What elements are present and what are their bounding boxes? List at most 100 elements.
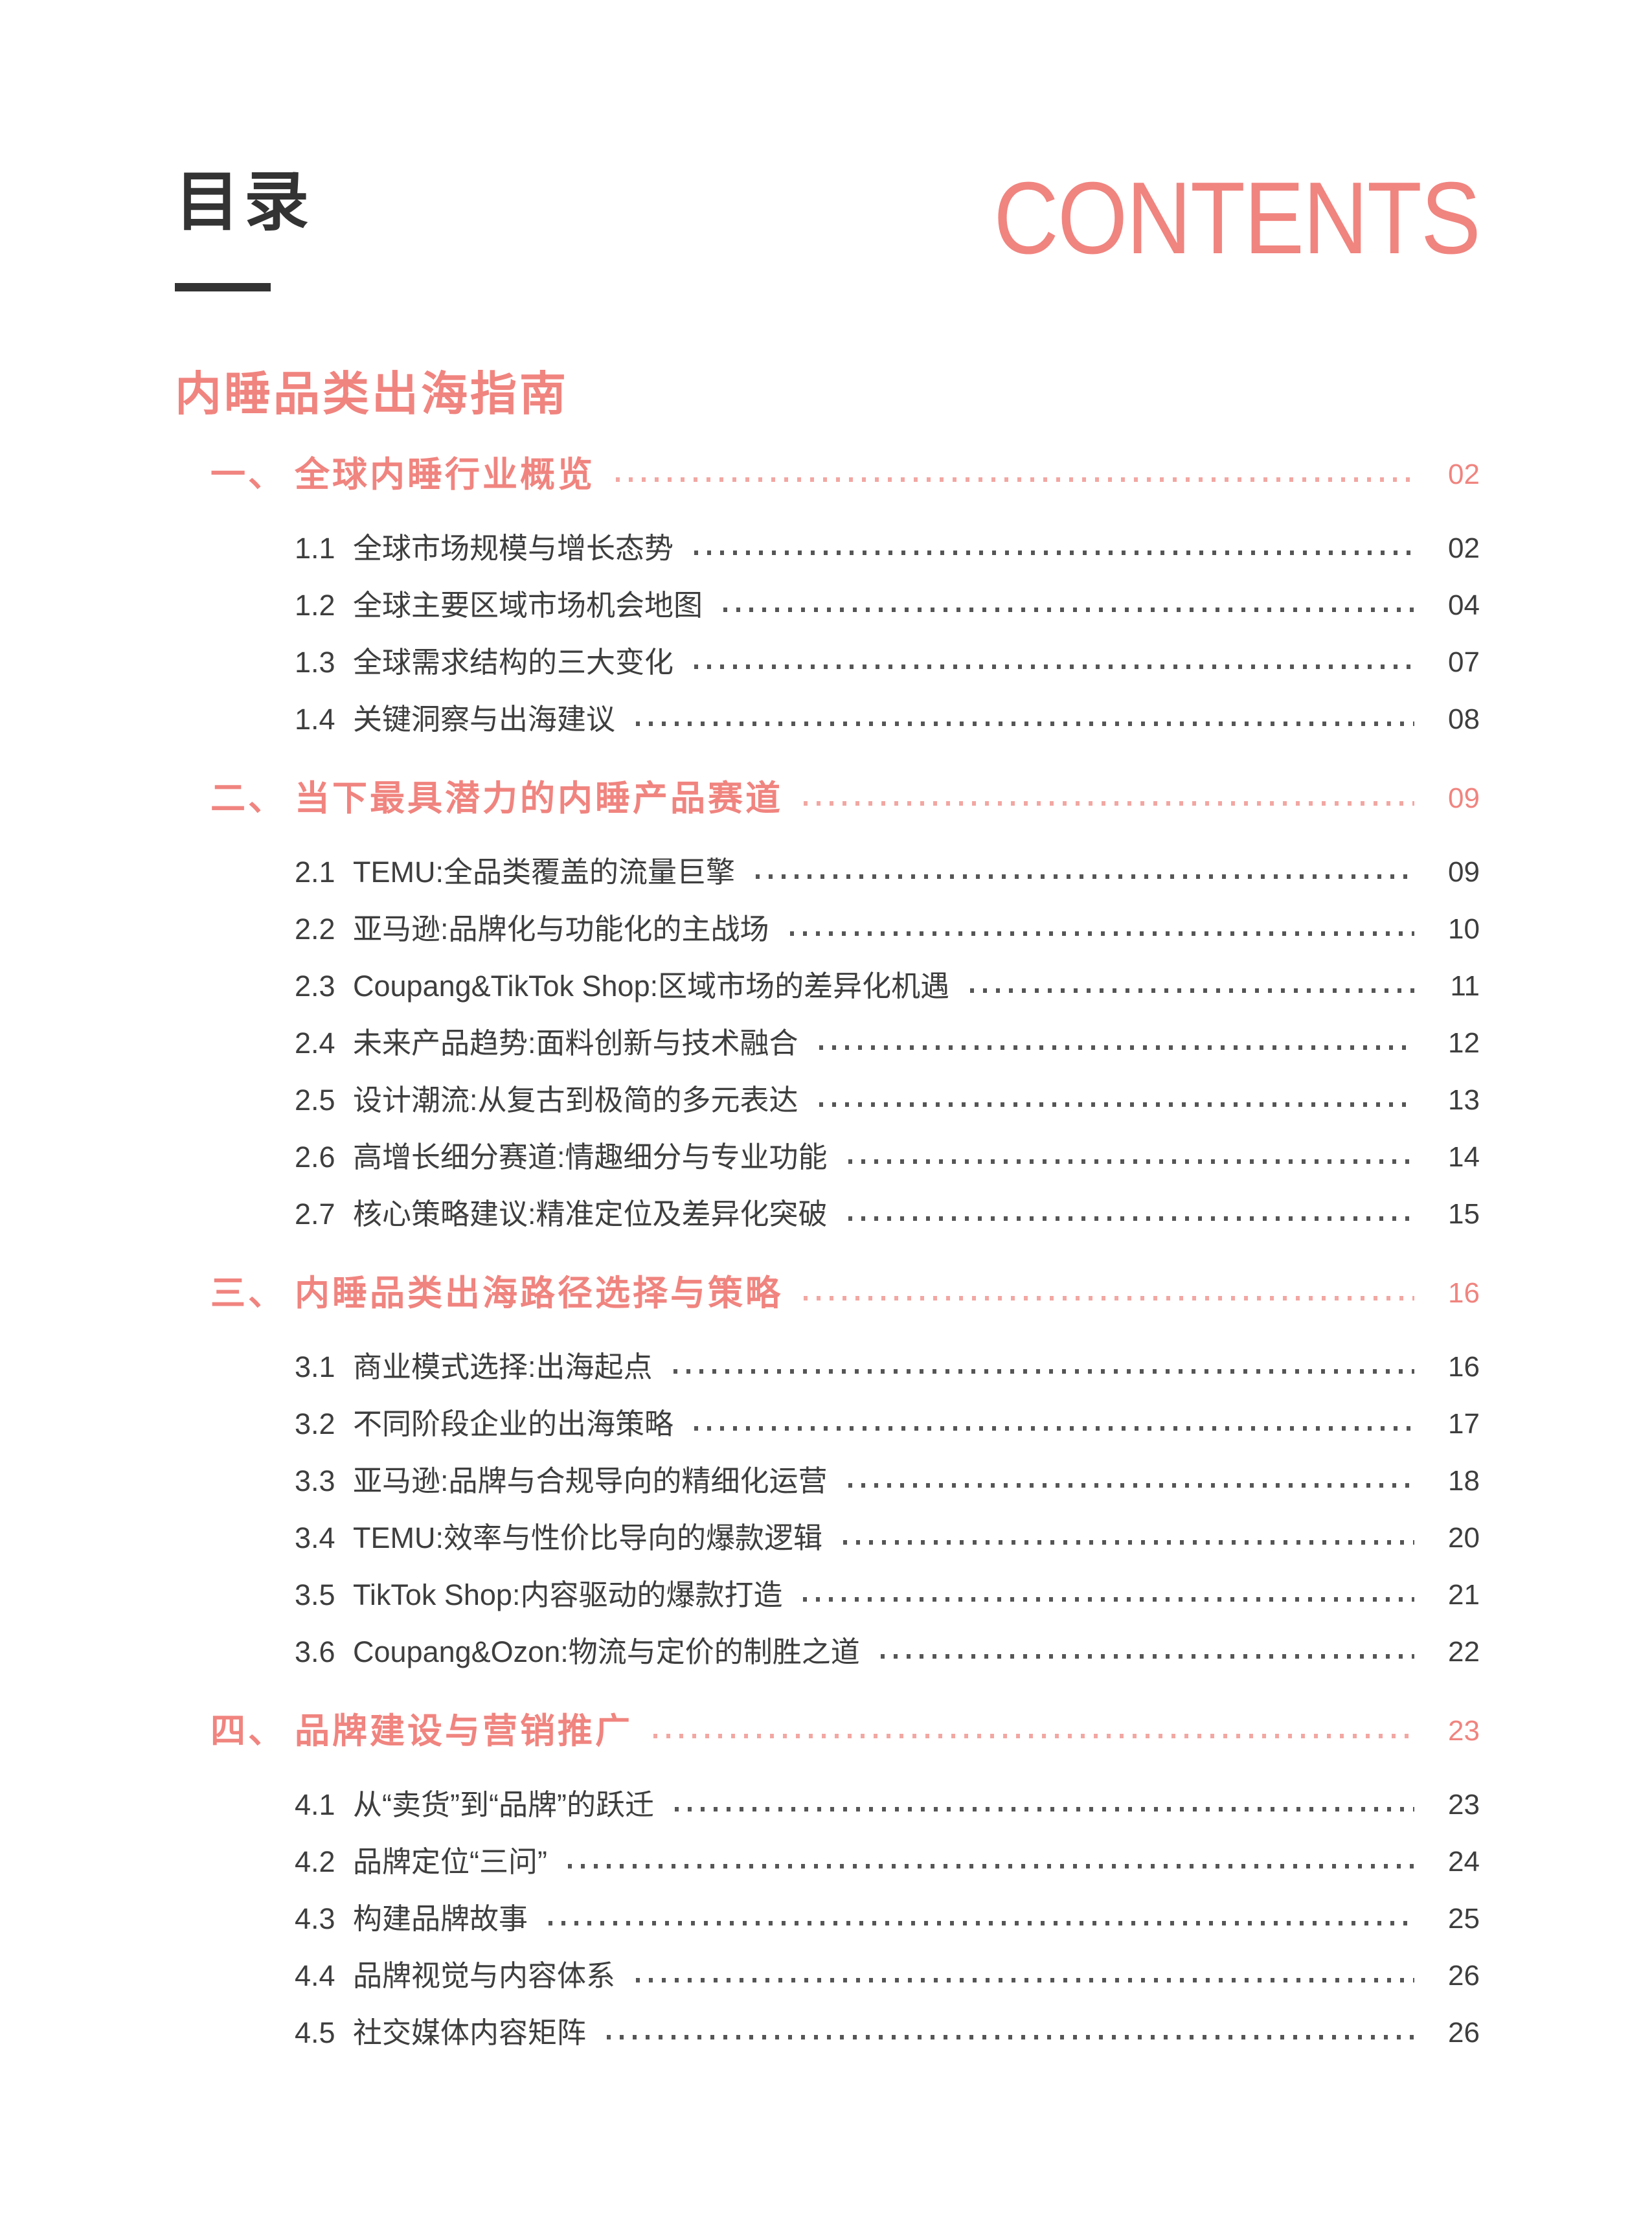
section-title: 全球内睡行业概览	[295, 455, 595, 494]
page-number: 25	[1448, 1902, 1480, 1935]
dot-leader	[674, 1807, 1414, 1811]
dot-leader	[756, 874, 1414, 879]
page-number: 11	[1450, 970, 1480, 1002]
dot-leader	[673, 1369, 1414, 1374]
section-marker: 四、	[210, 1712, 286, 1751]
toc-item-row[interactable]: 3.6 Coupang&Ozon:物流与定价的制胜之道 22	[175, 1637, 1480, 1666]
section-marker: 二、	[210, 779, 286, 818]
item-number: 2.7	[295, 1198, 335, 1231]
toc-item-row[interactable]: 1.4 关键洞察与出海建议 08	[175, 705, 1480, 734]
item-number: 4.2	[295, 1845, 335, 1878]
item-title: 构建品牌故事	[353, 1902, 528, 1935]
page-number: 16	[1448, 1277, 1480, 1309]
dot-leader	[843, 1540, 1414, 1545]
page-number: 18	[1448, 1464, 1480, 1497]
toc-item-row[interactable]: 4.2 品牌定位“三问” 24	[175, 1847, 1480, 1876]
page-number: 23	[1448, 1788, 1480, 1821]
item-number: 3.2	[295, 1407, 335, 1440]
item-title: 从“卖货”到“品牌”的跃迁	[353, 1788, 654, 1821]
toc-item-row[interactable]: 4.5 社交媒体内容矩阵 26	[175, 2018, 1480, 2047]
toc-item-row[interactable]: 2.5 设计潮流:从复古到极简的多元表达 13	[175, 1085, 1480, 1115]
page-number: 23	[1448, 1715, 1480, 1747]
section-title: 当下最具潜力的内睡产品赛道	[295, 779, 783, 818]
dot-leader	[694, 1426, 1414, 1431]
page-header: 目录 CONTENTS	[175, 161, 1481, 291]
toc-item-row[interactable]: 3.4 TEMU:效率与性价比导向的爆款逻辑 20	[175, 1523, 1480, 1552]
dot-leader	[607, 2035, 1414, 2039]
toc-item-row[interactable]: 2.3 Coupang&TikTok Shop:区域市场的差异化机遇 11	[175, 971, 1480, 1001]
section-marker: 一、	[210, 455, 286, 494]
toc-item-row[interactable]: 1.2 全球主要区域市场机会地图 04	[175, 591, 1480, 620]
page-number: 26	[1448, 2016, 1480, 2049]
toc-section-row[interactable]: 四、 品牌建设与营销推广 23	[175, 1714, 1480, 1749]
item-number: 1.2	[295, 589, 335, 622]
dot-leader	[653, 1733, 1414, 1738]
page-number: 08	[1448, 703, 1480, 735]
item-number: 1.3	[295, 646, 335, 679]
item-title: 商业模式选择:出海起点	[353, 1350, 653, 1383]
section-title: 内睡品类出海路径选择与策略	[295, 1274, 783, 1313]
page-number: 09	[1448, 856, 1480, 888]
guide-subtitle: 内睡品类出海指南	[175, 369, 569, 420]
toc-item-row[interactable]: 1.1 全球市场规模与增长态势 02	[175, 534, 1480, 563]
toc-item-row[interactable]: 4.1 从“卖货”到“品牌”的跃迁 23	[175, 1790, 1480, 1819]
section-title: 品牌建设与营销推广	[295, 1712, 633, 1751]
dot-leader	[549, 1921, 1414, 1925]
dot-leader	[848, 1216, 1414, 1221]
dot-leader	[880, 1654, 1414, 1659]
dot-leader	[804, 1295, 1414, 1300]
page-number: 21	[1448, 1578, 1480, 1611]
page-number: 02	[1448, 532, 1480, 564]
toc-section-row[interactable]: 一、 全球内睡行业概览 02	[175, 457, 1480, 492]
toc-item-row[interactable]: 2.6 高增长细分赛道:情趣细分与专业功能 14	[175, 1142, 1480, 1172]
item-title: 亚马逊:品牌与合规导向的精细化运营	[353, 1464, 828, 1497]
item-title: 未来产品趋势:面料创新与技术融合	[353, 1027, 798, 1060]
title-group: 目录	[175, 170, 313, 291]
dot-leader	[804, 801, 1414, 806]
item-title: 全球市场规模与增长态势	[353, 532, 674, 565]
dot-leader	[819, 1045, 1414, 1050]
toc-item-row[interactable]: 2.7 核心策略建议:精准定位及差异化突破 15	[175, 1199, 1480, 1229]
toc-item-row[interactable]: 2.1 TEMU:全品类覆盖的流量巨擎 09	[175, 857, 1480, 887]
item-number: 2.4	[295, 1027, 335, 1060]
item-number: 2.6	[295, 1141, 335, 1174]
item-title: 社交媒体内容矩阵	[353, 2016, 587, 2049]
item-number: 1.1	[295, 532, 335, 565]
item-number: 4.4	[295, 1959, 335, 1992]
toc-section-row[interactable]: 二、 当下最具潜力的内睡产品赛道 09	[175, 781, 1480, 816]
item-number: 3.3	[295, 1464, 335, 1497]
toc-item-row[interactable]: 4.4 品牌视觉与内容体系 26	[175, 1961, 1480, 1990]
dot-leader	[848, 1483, 1414, 1488]
toc-item-row[interactable]: 1.3 全球需求结构的三大变化 07	[175, 648, 1480, 677]
item-number: 4.5	[295, 2016, 335, 2049]
toc-item-row[interactable]: 3.1 商业模式选择:出海起点 16	[175, 1352, 1480, 1381]
item-title: Coupang&TikTok Shop:区域市场的差异化机遇	[353, 970, 950, 1003]
page-number: 24	[1448, 1845, 1480, 1878]
dot-leader	[819, 1102, 1414, 1107]
page-number: 17	[1448, 1407, 1480, 1440]
dot-leader	[789, 931, 1414, 936]
page-number: 02	[1448, 459, 1480, 490]
toc-item-row[interactable]: 3.2 不同阶段企业的出海策略 17	[175, 1409, 1480, 1438]
item-number: 3.4	[295, 1521, 335, 1554]
toc-item-row[interactable]: 4.3 构建品牌故事 25	[175, 1904, 1480, 1933]
page-number: 10	[1448, 913, 1480, 945]
page-number: 09	[1448, 782, 1480, 814]
toc-item-row[interactable]: 3.3 亚马逊:品牌与合规导向的精细化运营 18	[175, 1466, 1480, 1495]
toc-item-row[interactable]: 3.5 TikTok Shop:内容驱动的爆款打造 21	[175, 1580, 1480, 1609]
page-title-cn: 目录	[175, 166, 313, 238]
item-title: 全球需求结构的三大变化	[353, 646, 674, 679]
page-title-en: CONTENTS	[993, 161, 1480, 275]
item-number: 2.1	[295, 856, 335, 889]
item-title: 关键洞察与出海建议	[353, 703, 616, 736]
item-number: 1.4	[295, 703, 335, 736]
toc-item-row[interactable]: 2.2 亚马逊:品牌化与功能化的主战场 10	[175, 914, 1480, 944]
dot-leader	[970, 988, 1414, 993]
page-number: 15	[1448, 1198, 1480, 1230]
item-number: 4.3	[295, 1902, 335, 1935]
toc-section-row[interactable]: 三、 内睡品类出海路径选择与策略 16	[175, 1276, 1480, 1311]
item-number: 3.5	[295, 1578, 335, 1611]
dot-leader	[723, 608, 1414, 612]
toc-item-row[interactable]: 2.4 未来产品趋势:面料创新与技术融合 12	[175, 1028, 1480, 1058]
item-title: TEMU:效率与性价比导向的爆款逻辑	[353, 1521, 822, 1554]
